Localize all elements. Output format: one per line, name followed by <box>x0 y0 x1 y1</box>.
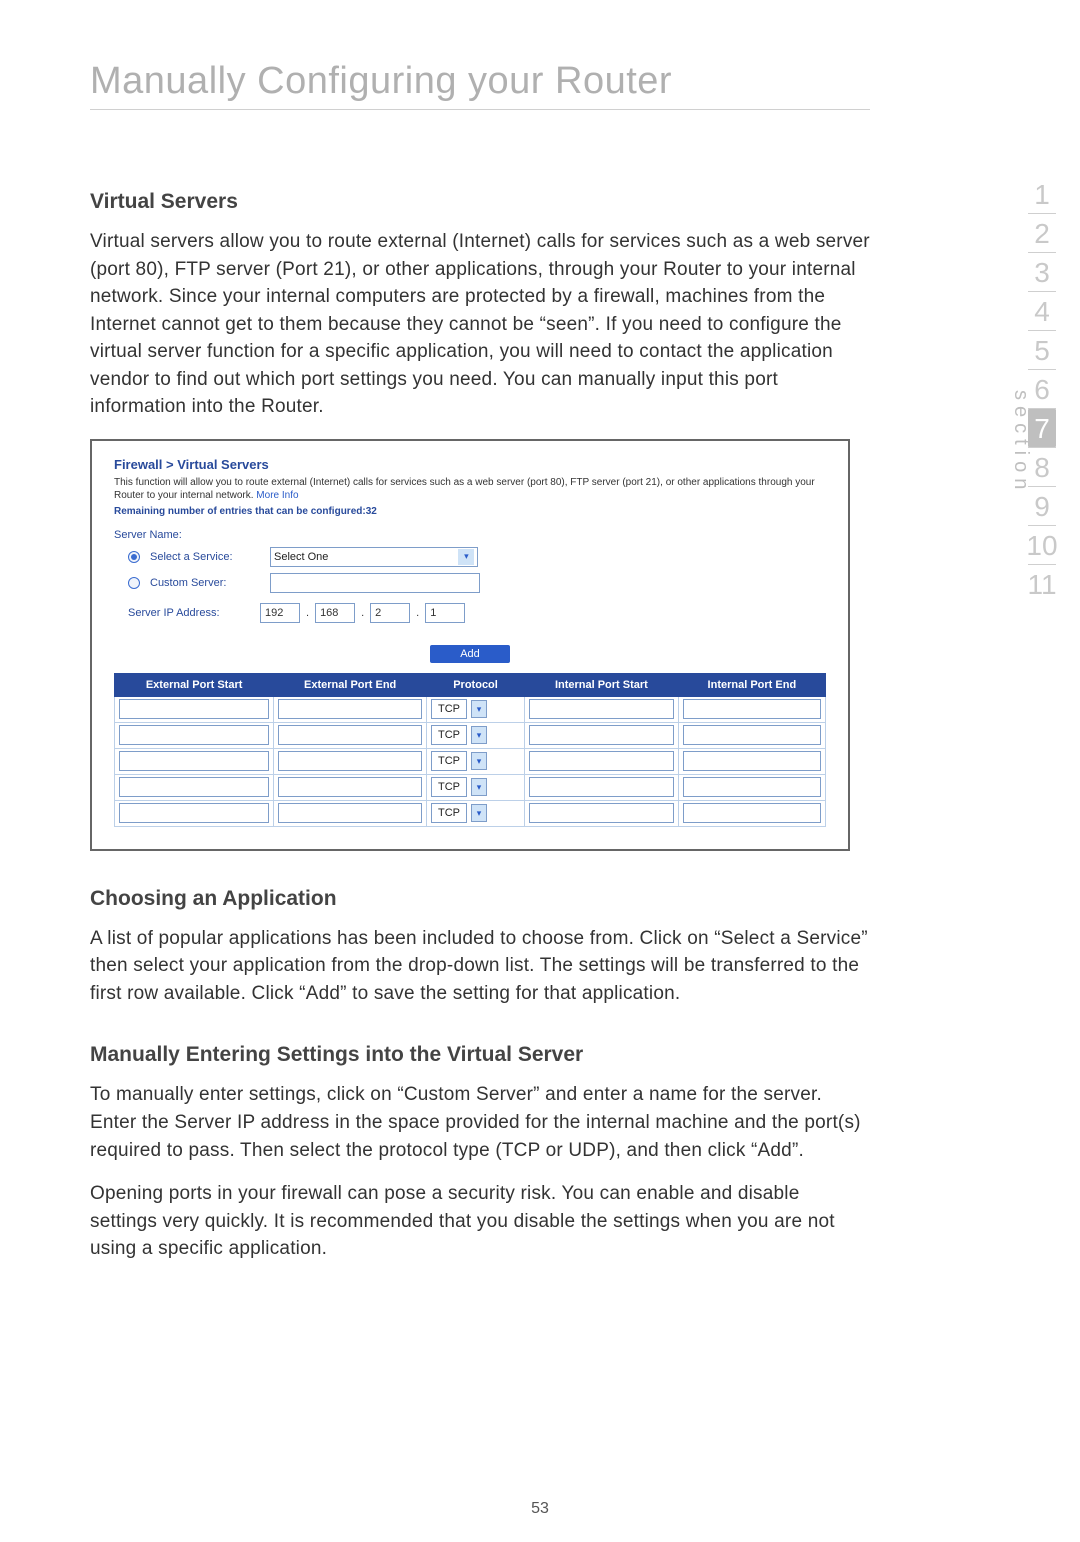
breadcrumb: Firewall > Virtual Servers <box>114 457 826 472</box>
table-row: TCP▾ <box>115 800 826 826</box>
port-input[interactable] <box>683 803 821 823</box>
page-title: Manually Configuring your Router <box>90 60 870 103</box>
col-int-end: Internal Port End <box>678 673 825 696</box>
col-int-start: Internal Port Start <box>525 673 679 696</box>
ip-dot: . <box>306 607 309 619</box>
port-input[interactable] <box>683 777 821 797</box>
protocol-select[interactable]: TCP <box>431 725 467 745</box>
port-input[interactable] <box>119 751 269 771</box>
chevron-down-icon: ▾ <box>471 726 487 744</box>
section-nav-item-6[interactable]: 6 <box>1034 370 1050 408</box>
server-ip-label: Server IP Address: <box>128 607 254 619</box>
custom-server-label: Custom Server: <box>150 577 260 589</box>
port-input[interactable] <box>529 699 674 719</box>
port-input[interactable] <box>683 751 821 771</box>
port-input[interactable] <box>119 725 269 745</box>
chevron-down-icon: ▾ <box>471 778 487 796</box>
section-nav: 1234567891011 <box>1014 175 1070 603</box>
server-name-label: Server Name: <box>114 529 826 541</box>
chevron-down-icon: ▾ <box>458 549 474 565</box>
paragraph-manual-entry-2: Opening ports in your firewall can pose … <box>90 1180 870 1263</box>
port-input[interactable] <box>278 803 422 823</box>
table-row: TCP▾ <box>115 722 826 748</box>
select-service-dropdown[interactable]: Select One ▾ <box>270 547 478 567</box>
ip-octet-3[interactable] <box>370 603 410 623</box>
ip-dot: . <box>361 607 364 619</box>
paragraph-manual-entry-1: To manually enter settings, click on “Cu… <box>90 1081 870 1164</box>
port-input[interactable] <box>119 803 269 823</box>
heading-manual-entry: Manually Entering Settings into the Virt… <box>90 1043 870 1067</box>
more-info-link[interactable]: More Info <box>256 490 298 501</box>
port-input[interactable] <box>529 803 674 823</box>
section-nav-label: section <box>1009 390 1032 495</box>
title-rule <box>90 109 870 110</box>
port-input[interactable] <box>278 751 422 771</box>
port-input[interactable] <box>278 725 422 745</box>
paragraph-choosing-application: A list of popular applications has been … <box>90 925 870 1008</box>
chevron-down-icon: ▾ <box>471 700 487 718</box>
port-input[interactable] <box>683 725 821 745</box>
chevron-down-icon: ▾ <box>471 804 487 822</box>
section-nav-item-11[interactable]: 11 <box>1027 565 1056 603</box>
port-input[interactable] <box>683 699 821 719</box>
section-nav-item-7[interactable]: 7 <box>1028 409 1056 447</box>
ip-octet-2[interactable] <box>315 603 355 623</box>
heading-choosing-application: Choosing an Application <box>90 887 870 911</box>
section-nav-item-3[interactable]: 3 <box>1034 253 1050 291</box>
section-nav-item-8[interactable]: 8 <box>1034 448 1050 486</box>
section-nav-item-1[interactable]: 1 <box>1034 175 1050 213</box>
col-ext-start: External Port Start <box>115 673 274 696</box>
router-ui-panel: Firewall > Virtual Servers This function… <box>90 439 850 851</box>
heading-virtual-servers: Virtual Servers <box>90 190 870 214</box>
section-nav-item-9[interactable]: 9 <box>1034 487 1050 525</box>
port-input[interactable] <box>278 699 422 719</box>
remaining-entries-label: Remaining number of entries that can be … <box>114 506 826 517</box>
section-nav-item-5[interactable]: 5 <box>1034 331 1050 369</box>
port-input[interactable] <box>529 725 674 745</box>
table-row: TCP▾ <box>115 696 826 722</box>
col-protocol: Protocol <box>427 673 525 696</box>
port-input[interactable] <box>119 699 269 719</box>
port-input[interactable] <box>278 777 422 797</box>
section-nav-item-4[interactable]: 4 <box>1034 292 1050 330</box>
table-row: TCP▾ <box>115 748 826 774</box>
custom-server-input[interactable] <box>270 573 480 593</box>
paragraph-virtual-servers: Virtual servers allow you to route exter… <box>90 228 870 421</box>
panel-description-text: This function will allow you to route ex… <box>114 477 815 502</box>
table-row: TCP▾ <box>115 774 826 800</box>
ip-dot: . <box>416 607 419 619</box>
port-input[interactable] <box>529 777 674 797</box>
page-number: 53 <box>0 1500 1080 1518</box>
radio-custom-server[interactable] <box>128 577 140 589</box>
section-nav-item-10[interactable]: 10 <box>1026 526 1057 564</box>
select-service-label: Select a Service: <box>150 551 260 563</box>
port-input[interactable] <box>119 777 269 797</box>
protocol-select[interactable]: TCP <box>431 751 467 771</box>
panel-description: This function will allow you to route ex… <box>114 476 826 503</box>
ip-octet-4[interactable] <box>425 603 465 623</box>
ip-octet-1[interactable] <box>260 603 300 623</box>
radio-select-service[interactable] <box>128 551 140 563</box>
ports-table: External Port Start External Port End Pr… <box>114 673 826 827</box>
chevron-down-icon: ▾ <box>471 752 487 770</box>
protocol-select[interactable]: TCP <box>431 803 467 823</box>
section-nav-item-2[interactable]: 2 <box>1034 214 1050 252</box>
add-button[interactable]: Add <box>430 645 510 663</box>
col-ext-end: External Port End <box>274 673 427 696</box>
select-service-value: Select One <box>274 551 328 563</box>
protocol-select[interactable]: TCP <box>431 699 467 719</box>
protocol-select[interactable]: TCP <box>431 777 467 797</box>
port-input[interactable] <box>529 751 674 771</box>
